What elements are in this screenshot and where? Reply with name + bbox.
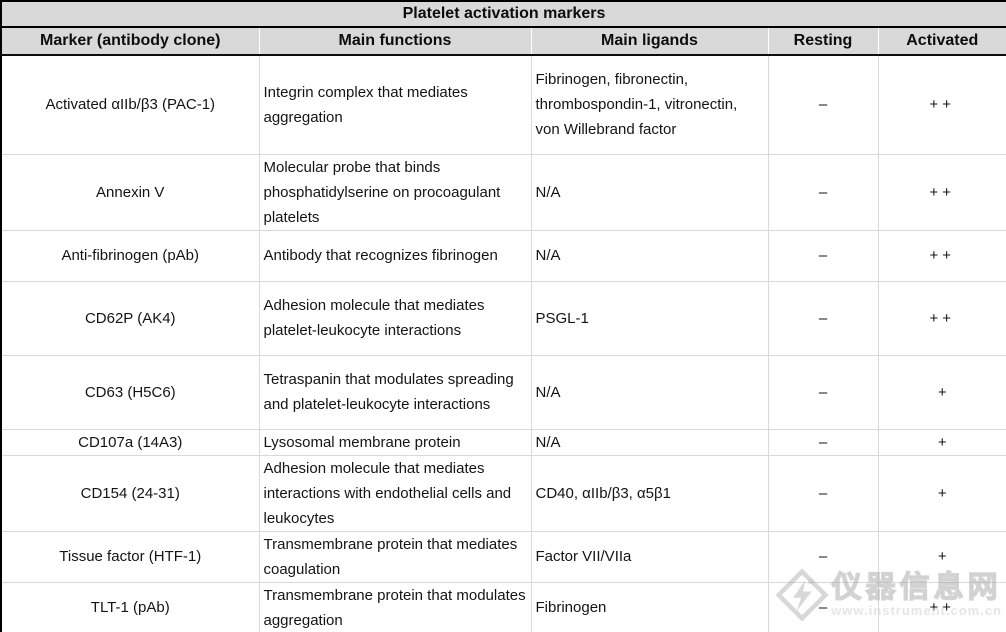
table-row: Annexin V Molecular probe that binds pho… bbox=[0, 153, 1006, 231]
functions-cell: Adhesion molecule that mediates platelet… bbox=[258, 280, 532, 356]
functions-cell: Integrin complex that mediates aggregati… bbox=[258, 54, 532, 155]
table-header-row: Marker (antibody clone) Main functions M… bbox=[1, 27, 1006, 56]
table-title-row: Platelet activation markers bbox=[1, 1, 1006, 28]
activated-cell: ++ bbox=[877, 280, 1006, 356]
col-header-activated: Activated bbox=[877, 27, 1006, 56]
marker-cell: Tissue factor (HTF-1) bbox=[0, 530, 260, 583]
marker-cell: Anti-fibrinogen (pAb) bbox=[0, 229, 260, 282]
functions-cell: Molecular probe that binds phosphatidyls… bbox=[258, 153, 532, 231]
activated-cell: + bbox=[877, 530, 1006, 583]
activated-cell: ++ bbox=[877, 229, 1006, 282]
col-header-ligands: Main ligands bbox=[530, 27, 768, 56]
functions-cell: Transmembrane protein that mediates coag… bbox=[258, 530, 532, 583]
table-row: Activated αIIb/β3 (PAC-1) Integrin compl… bbox=[0, 54, 1006, 155]
page-title: Platelet activation markers bbox=[1, 1, 1006, 28]
marker-cell: Annexin V bbox=[0, 153, 260, 231]
resting-cell: – bbox=[767, 54, 879, 155]
functions-cell: Antibody that recognizes fibrinogen bbox=[258, 229, 532, 282]
ligands-cell: CD40, αIIb/β3, α5β1 bbox=[530, 454, 769, 532]
marker-cell: CD154 (24-31) bbox=[0, 454, 260, 532]
resting-cell: – bbox=[767, 581, 879, 632]
col-header-functions: Main functions bbox=[258, 27, 531, 56]
functions-cell: Adhesion molecule that mediates interact… bbox=[258, 454, 532, 532]
activated-cell: ++ bbox=[877, 153, 1006, 231]
table-row: TLT-1 (pAb) Transmembrane protein that m… bbox=[0, 581, 1006, 632]
ligands-cell: Factor VII/VIIa bbox=[530, 530, 769, 583]
ligands-cell: N/A bbox=[530, 428, 769, 456]
functions-cell: Transmembrane protein that modulates agg… bbox=[258, 581, 532, 632]
functions-cell: Tetraspanin that modulates spreading and… bbox=[258, 354, 532, 430]
ligands-cell: Fibrinogen, fibronectin, thrombospondin-… bbox=[530, 54, 769, 155]
col-header-resting: Resting bbox=[767, 27, 878, 56]
functions-cell: Lysosomal membrane protein bbox=[258, 428, 532, 456]
table-row: CD107a (14A3) Lysosomal membrane protein… bbox=[0, 428, 1006, 456]
resting-cell: – bbox=[767, 280, 879, 356]
ligands-cell: N/A bbox=[530, 354, 769, 430]
col-header-marker: Marker (antibody clone) bbox=[1, 27, 259, 56]
ligands-cell: PSGL-1 bbox=[530, 280, 769, 356]
ligands-cell: Fibrinogen bbox=[530, 581, 769, 632]
resting-cell: – bbox=[767, 428, 879, 456]
table-row: CD154 (24-31) Adhesion molecule that med… bbox=[0, 454, 1006, 532]
activated-cell: + bbox=[877, 428, 1006, 456]
ligands-cell: N/A bbox=[530, 153, 769, 231]
marker-cell: CD107a (14A3) bbox=[0, 428, 260, 456]
marker-cell: CD62P (AK4) bbox=[0, 280, 260, 356]
resting-cell: – bbox=[767, 454, 879, 532]
table-row: CD62P (AK4) Adhesion molecule that media… bbox=[0, 280, 1006, 356]
resting-cell: – bbox=[767, 530, 879, 583]
table-row: Anti-fibrinogen (pAb) Antibody that reco… bbox=[0, 229, 1006, 282]
resting-cell: – bbox=[767, 229, 879, 282]
marker-cell: TLT-1 (pAb) bbox=[0, 581, 260, 632]
ligands-cell: N/A bbox=[530, 229, 769, 282]
marker-cell: Activated αIIb/β3 (PAC-1) bbox=[0, 54, 260, 155]
resting-cell: – bbox=[767, 354, 879, 430]
table-row: CD63 (H5C6) Tetraspanin that modulates s… bbox=[0, 354, 1006, 430]
table-row: Tissue factor (HTF-1) Transmembrane prot… bbox=[0, 530, 1006, 583]
marker-cell: CD63 (H5C6) bbox=[0, 354, 260, 430]
activated-cell: ++ bbox=[877, 54, 1006, 155]
activated-cell: + bbox=[877, 454, 1006, 532]
activated-cell: ++ bbox=[877, 581, 1006, 632]
resting-cell: – bbox=[767, 153, 879, 231]
activated-cell: + bbox=[877, 354, 1006, 430]
